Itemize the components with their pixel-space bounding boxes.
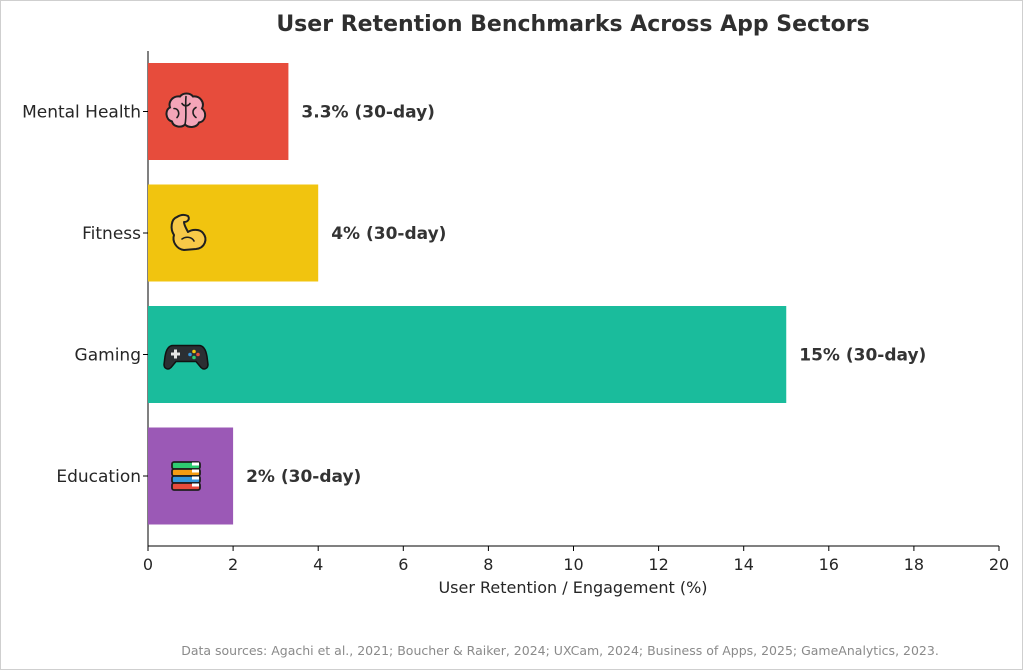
chart-title: User Retention Benchmarks Across App Sec… xyxy=(276,12,869,37)
bar-gaming xyxy=(148,306,787,403)
x-tick-label: 4 xyxy=(313,555,323,574)
x-tick-label: 10 xyxy=(563,555,583,574)
x-tick-label: 12 xyxy=(648,555,668,574)
category-label: Gaming xyxy=(75,346,141,366)
category-label: Fitness xyxy=(82,224,141,244)
category-label: Mental Health xyxy=(22,103,141,123)
data-label: 15% (30-day) xyxy=(799,346,926,366)
x-axis-label: User Retention / Engagement (%) xyxy=(438,578,707,597)
x-tick-label: 16 xyxy=(819,555,839,574)
brain-icon xyxy=(165,92,207,128)
data-label: 2% (30-day) xyxy=(246,467,361,487)
x-tick-label: 6 xyxy=(398,555,408,574)
x-tick-label: 20 xyxy=(989,555,1009,574)
data-sources-footnote: Data sources: Agachi et al., 2021; Bouch… xyxy=(181,643,939,658)
category-label: Education xyxy=(56,467,141,487)
books-icon xyxy=(170,460,202,492)
x-tick-label: 2 xyxy=(228,555,238,574)
x-tick-label: 8 xyxy=(483,555,493,574)
x-tick-label: 18 xyxy=(904,555,924,574)
x-tick-label: 0 xyxy=(143,555,153,574)
data-label: 4% (30-day) xyxy=(331,224,446,244)
x-tick-label: 14 xyxy=(734,555,754,574)
plot-area: Mental Health 3.3% (30-day) Fitness 4% (30-… xyxy=(22,51,1009,574)
data-label: 3.3% (30-day) xyxy=(301,103,435,123)
